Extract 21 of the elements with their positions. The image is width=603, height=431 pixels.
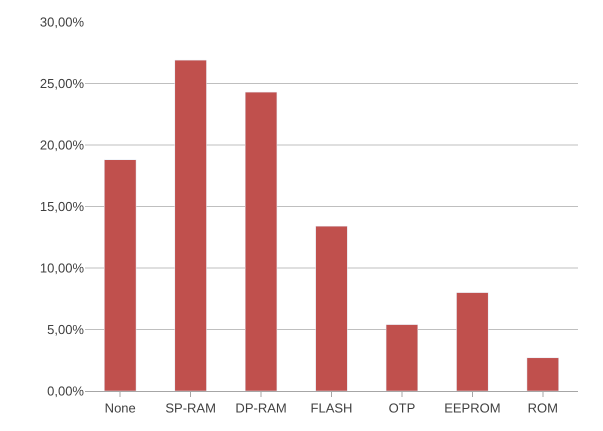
bar: [174, 60, 207, 391]
y-tick-label: 25,00%: [40, 76, 84, 92]
bar: [386, 324, 418, 391]
x-tick-label: ROM: [528, 400, 558, 416]
bar: [244, 92, 278, 391]
bar: [104, 160, 136, 391]
x-tick-label: FLASH: [310, 400, 352, 416]
y-tick-label: 5,00%: [47, 322, 84, 338]
y-tick-label: 15,00%: [40, 199, 84, 214]
bar: [315, 226, 348, 391]
x-tick-label: EEPROM: [444, 400, 501, 416]
x-tick-label: OTP: [388, 400, 416, 416]
y-tick-label: 10,00%: [40, 260, 84, 276]
x-tick-label: SP-RAM: [165, 400, 216, 416]
y-tick-label: 0,00%: [47, 384, 84, 399]
bar: [526, 358, 559, 391]
x-tick-label: DP-RAM: [235, 400, 287, 416]
y-tick-label: 30,00%: [40, 14, 84, 30]
y-tick-label: 20,00%: [40, 138, 84, 153]
x-tick-label: None: [104, 400, 136, 416]
bar: [456, 292, 488, 391]
